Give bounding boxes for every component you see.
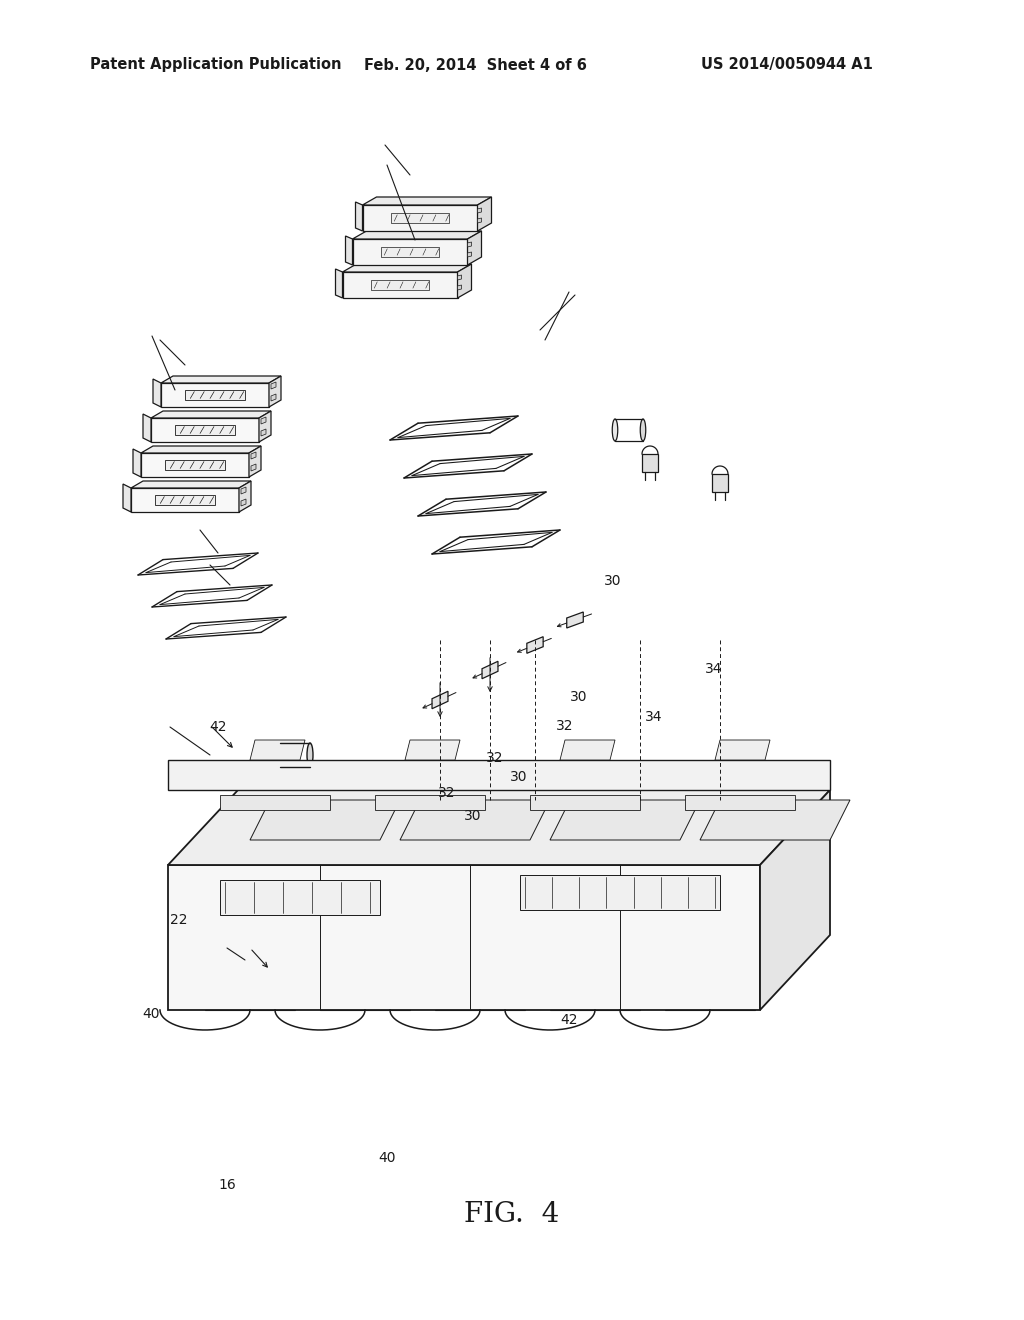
Polygon shape: [685, 795, 795, 810]
Polygon shape: [482, 661, 498, 678]
Polygon shape: [345, 236, 352, 265]
Polygon shape: [560, 741, 615, 760]
Text: 32: 32: [555, 719, 573, 733]
Polygon shape: [477, 218, 481, 223]
Polygon shape: [352, 239, 468, 265]
Polygon shape: [355, 202, 362, 231]
Text: 30: 30: [569, 690, 588, 704]
Polygon shape: [362, 205, 477, 231]
Polygon shape: [143, 414, 151, 442]
Text: 40: 40: [378, 1151, 396, 1164]
Text: 30: 30: [603, 574, 622, 587]
Polygon shape: [700, 800, 850, 840]
Polygon shape: [141, 453, 249, 477]
Polygon shape: [141, 446, 261, 453]
Polygon shape: [362, 197, 492, 205]
Polygon shape: [468, 231, 481, 265]
Text: 32: 32: [485, 751, 504, 764]
Polygon shape: [220, 795, 330, 810]
Polygon shape: [477, 197, 492, 231]
Text: 30: 30: [510, 771, 528, 784]
Text: US 2014/0050944 A1: US 2014/0050944 A1: [701, 58, 873, 73]
Polygon shape: [175, 425, 234, 436]
Ellipse shape: [612, 418, 617, 441]
Polygon shape: [251, 451, 256, 459]
Polygon shape: [352, 231, 481, 239]
Polygon shape: [468, 252, 471, 257]
Polygon shape: [400, 800, 550, 840]
Text: 40: 40: [142, 1007, 161, 1020]
Polygon shape: [715, 741, 770, 760]
Polygon shape: [261, 429, 266, 436]
Polygon shape: [241, 499, 246, 506]
Polygon shape: [220, 880, 380, 915]
Text: FIG.  4: FIG. 4: [464, 1201, 560, 1229]
Polygon shape: [259, 411, 271, 442]
Polygon shape: [468, 242, 471, 247]
Polygon shape: [131, 480, 251, 488]
Polygon shape: [185, 389, 245, 400]
Text: 42: 42: [209, 721, 227, 734]
Polygon shape: [250, 741, 305, 760]
Polygon shape: [271, 381, 276, 389]
Polygon shape: [477, 209, 481, 213]
Polygon shape: [239, 480, 251, 512]
Polygon shape: [381, 247, 438, 257]
Polygon shape: [151, 418, 259, 442]
Polygon shape: [133, 449, 141, 477]
Polygon shape: [375, 795, 485, 810]
Polygon shape: [642, 454, 658, 473]
Polygon shape: [153, 379, 161, 407]
Ellipse shape: [307, 743, 313, 767]
Polygon shape: [168, 789, 830, 865]
Polygon shape: [251, 465, 256, 471]
Polygon shape: [161, 376, 281, 383]
Polygon shape: [550, 800, 700, 840]
Text: 16: 16: [218, 1179, 237, 1192]
Text: 32: 32: [437, 787, 456, 800]
Text: Patent Application Publication: Patent Application Publication: [90, 58, 342, 73]
Polygon shape: [342, 272, 458, 298]
Polygon shape: [342, 264, 471, 272]
Polygon shape: [372, 280, 429, 290]
Polygon shape: [241, 487, 246, 494]
Polygon shape: [712, 474, 728, 492]
Polygon shape: [156, 495, 215, 506]
Polygon shape: [458, 285, 462, 290]
Polygon shape: [131, 488, 239, 512]
Polygon shape: [161, 383, 269, 407]
Polygon shape: [269, 376, 281, 407]
Ellipse shape: [640, 418, 646, 441]
Text: 34: 34: [705, 663, 723, 676]
Polygon shape: [151, 411, 271, 418]
Text: 34: 34: [644, 710, 663, 723]
Polygon shape: [391, 213, 449, 223]
Polygon shape: [760, 789, 830, 1010]
Polygon shape: [530, 795, 640, 810]
Ellipse shape: [278, 743, 283, 767]
Polygon shape: [271, 393, 276, 401]
Polygon shape: [458, 264, 471, 298]
Polygon shape: [526, 636, 543, 653]
Polygon shape: [432, 692, 447, 709]
Polygon shape: [123, 484, 131, 512]
Polygon shape: [165, 459, 224, 470]
Text: 42: 42: [560, 1014, 579, 1027]
Text: 22: 22: [170, 913, 188, 927]
Polygon shape: [249, 446, 261, 477]
Polygon shape: [566, 612, 584, 628]
Text: Feb. 20, 2014  Sheet 4 of 6: Feb. 20, 2014 Sheet 4 of 6: [364, 58, 587, 73]
Polygon shape: [336, 269, 342, 298]
Polygon shape: [520, 875, 720, 909]
Polygon shape: [406, 741, 460, 760]
Polygon shape: [168, 865, 760, 1010]
Polygon shape: [250, 800, 400, 840]
Polygon shape: [168, 760, 830, 789]
Polygon shape: [261, 417, 266, 424]
Text: 30: 30: [464, 809, 482, 822]
Polygon shape: [458, 275, 462, 280]
